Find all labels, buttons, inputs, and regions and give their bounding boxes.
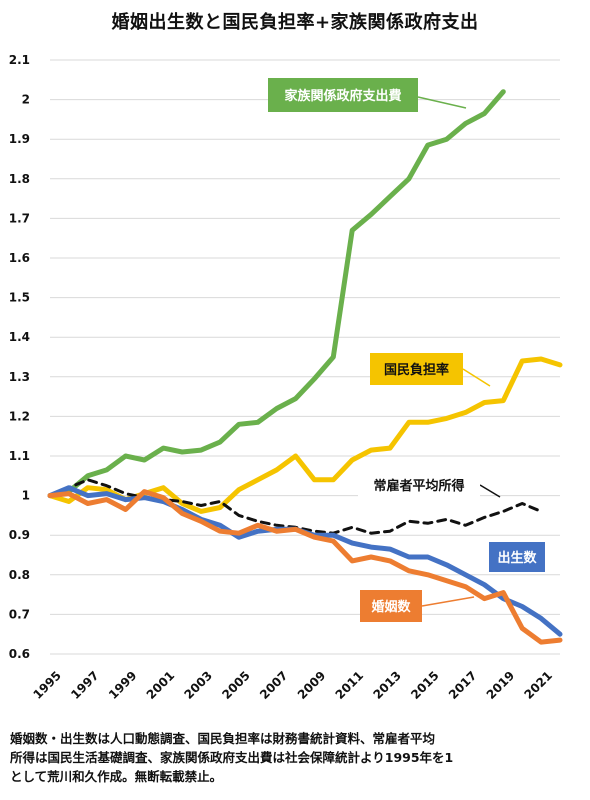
label-box-4 (360, 590, 422, 622)
label-box-3 (489, 542, 545, 572)
line-chart: 0.6 0.7 0.8 0.9 1 1.1 1.2 1.3 1.4 1.5 1.6 1.7 1.8 1.9… (9, 53, 563, 702)
label-pointer-1 (462, 368, 491, 387)
y-tick-label: 2.1 (9, 53, 30, 67)
y-tick-label: 1 (22, 489, 30, 503)
grid-lines (50, 59, 560, 655)
label-pointer-2 (479, 484, 501, 498)
y-tick-label: 1.1 (9, 449, 30, 463)
source-note-line-1: 婚姻数・出生数は人口動態調査、国民負担率は財務書統計資料、常雇者平均 (10, 731, 436, 746)
y-tick-label: 1.7 (9, 211, 30, 225)
y-tick-label: 1.3 (9, 370, 30, 384)
x-tick-label: 1999 (106, 668, 140, 702)
x-tick-label: 2005 (219, 668, 253, 702)
y-tick-label: 1.8 (9, 172, 30, 186)
x-axis-ticks: 1995 1997 1999 2001 2003 2005 2007 2009 2011 2013… (30, 668, 555, 702)
x-tick-label: 1997 (68, 668, 102, 702)
source-note-line-3: として荒川和久作成。無断転載禁止。 (10, 769, 223, 784)
y-tick-label: 1.5 (9, 291, 30, 305)
series-label-2: 常雇者平均所得 (373, 478, 464, 494)
x-tick-label: 1995 (30, 668, 64, 702)
source-note: 婚姻数・出生数は人口動態調査、国民負担率は財務書統計資料、常雇者平均 所得は国民… (10, 729, 584, 786)
x-tick-label: 2015 (408, 668, 442, 702)
series-label-4: 婚姻数 (371, 599, 411, 615)
y-tick-label: 1.4 (9, 330, 30, 344)
x-tick-label: 2001 (144, 668, 178, 702)
y-tick-label: 0.9 (9, 528, 30, 542)
label-box-2 (358, 470, 480, 500)
x-tick-label: 2009 (295, 668, 329, 702)
y-tick-label: 0.7 (9, 607, 30, 621)
x-tick-label: 2019 (484, 668, 518, 702)
x-tick-label: 2021 (522, 668, 556, 702)
y-tick-label: 1.6 (9, 251, 30, 265)
x-tick-label: 2003 (182, 668, 216, 702)
series-line-0 (47, 89, 506, 499)
x-tick-label: 2013 (370, 668, 404, 702)
x-tick-label: 2007 (257, 668, 291, 702)
series-lines (47, 89, 563, 645)
series-line-4 (47, 489, 563, 645)
label-box-0 (268, 78, 418, 112)
x-tick-label: 2011 (333, 668, 367, 702)
source-note-line-2: 所得は国民生活基礎調査、家族関係政府支出費は社会保障統計より1995年を1 (10, 750, 454, 765)
y-tick-label: 0.8 (9, 568, 30, 582)
series-label-0: 家族関係政府支出費 (284, 88, 401, 104)
chart-title: 婚姻出生数と国民負担率+家族関係政府支出 (111, 12, 479, 33)
x-tick-label: 2017 (446, 668, 480, 702)
y-tick-label: 1.9 (9, 132, 30, 146)
y-tick-label: 0.6 (9, 647, 30, 661)
label-pointer-0 (417, 96, 467, 109)
y-tick-label: 1.2 (9, 409, 30, 423)
y-axis-ticks: 0.6 0.7 0.8 0.9 1 1.1 1.2 1.3 1.4 1.5 1.6 1.7 1.8 1.9… (9, 53, 30, 661)
y-tick-label: 2 (22, 93, 30, 107)
label-box-1 (370, 353, 463, 385)
series-label-3: 出生数 (497, 550, 537, 566)
series-label-1: 国民負担率 (384, 362, 449, 378)
label-pointer-4 (421, 596, 475, 607)
